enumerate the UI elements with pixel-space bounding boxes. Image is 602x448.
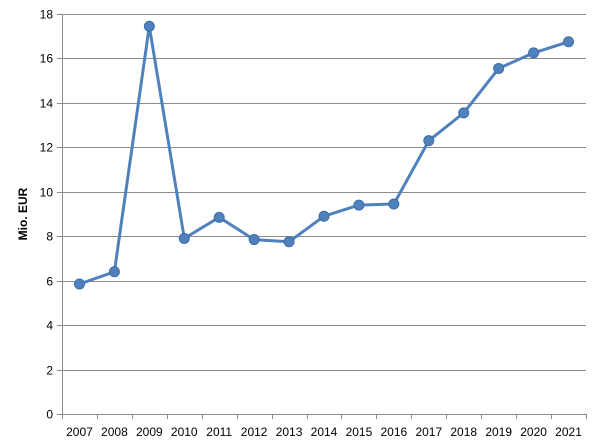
y-tick-label: 8 xyxy=(46,230,53,244)
y-tick-label: 6 xyxy=(46,275,53,289)
x-tick-label: 2012 xyxy=(241,425,268,439)
x-tick-labels: 2007 2008 2009 2010 2011 2012 2013 2014 2015 2016… xyxy=(66,425,582,439)
x-tick-label: 2016 xyxy=(381,425,408,439)
y-tick-label: 4 xyxy=(46,319,53,333)
data-point xyxy=(178,232,190,244)
y-tick-label: 10 xyxy=(40,186,54,200)
y-tick-label: 16 xyxy=(40,52,54,66)
y-tick-label: 14 xyxy=(40,97,54,111)
data-point xyxy=(528,47,540,59)
x-tick-label: 2017 xyxy=(415,425,442,439)
data-point xyxy=(318,210,330,222)
x-tick-label: 2009 xyxy=(136,425,163,439)
x-tick-label: 2007 xyxy=(66,425,93,439)
data-point xyxy=(143,20,155,32)
data-point xyxy=(458,107,470,119)
data-point xyxy=(73,278,85,290)
data-point xyxy=(353,199,365,211)
axes xyxy=(57,14,587,419)
data-point xyxy=(493,62,505,74)
x-tick-label: 2021 xyxy=(555,425,582,439)
data-point xyxy=(388,198,400,210)
x-tick-label: 2008 xyxy=(101,425,128,439)
data-point xyxy=(248,234,260,246)
y-tick-labels: 0 2 4 6 8 10 12 14 16 18 xyxy=(40,8,54,422)
x-tick-label: 2010 xyxy=(171,425,198,439)
x-tick-label: 2011 xyxy=(206,425,232,439)
x-tick-label: 2014 xyxy=(311,425,338,439)
y-tick-label: 18 xyxy=(40,8,54,22)
x-tick-label: 2015 xyxy=(346,425,373,439)
y-tick-label: 2 xyxy=(46,364,53,378)
y-tick-label: 0 xyxy=(46,408,53,422)
data-point xyxy=(108,266,120,278)
data-point xyxy=(213,211,225,223)
data-point xyxy=(423,135,435,147)
data-point xyxy=(563,36,575,48)
x-tick-label: 2019 xyxy=(485,425,512,439)
data-point xyxy=(283,236,295,248)
y-axis-label: Mio. EUR xyxy=(16,187,30,240)
y-tick-label: 12 xyxy=(40,141,54,155)
x-tick-label: 2013 xyxy=(276,425,303,439)
x-tick-label: 2018 xyxy=(450,425,477,439)
x-tick-label: 2020 xyxy=(520,425,547,439)
gridlines xyxy=(62,14,586,371)
data-points xyxy=(73,20,575,290)
